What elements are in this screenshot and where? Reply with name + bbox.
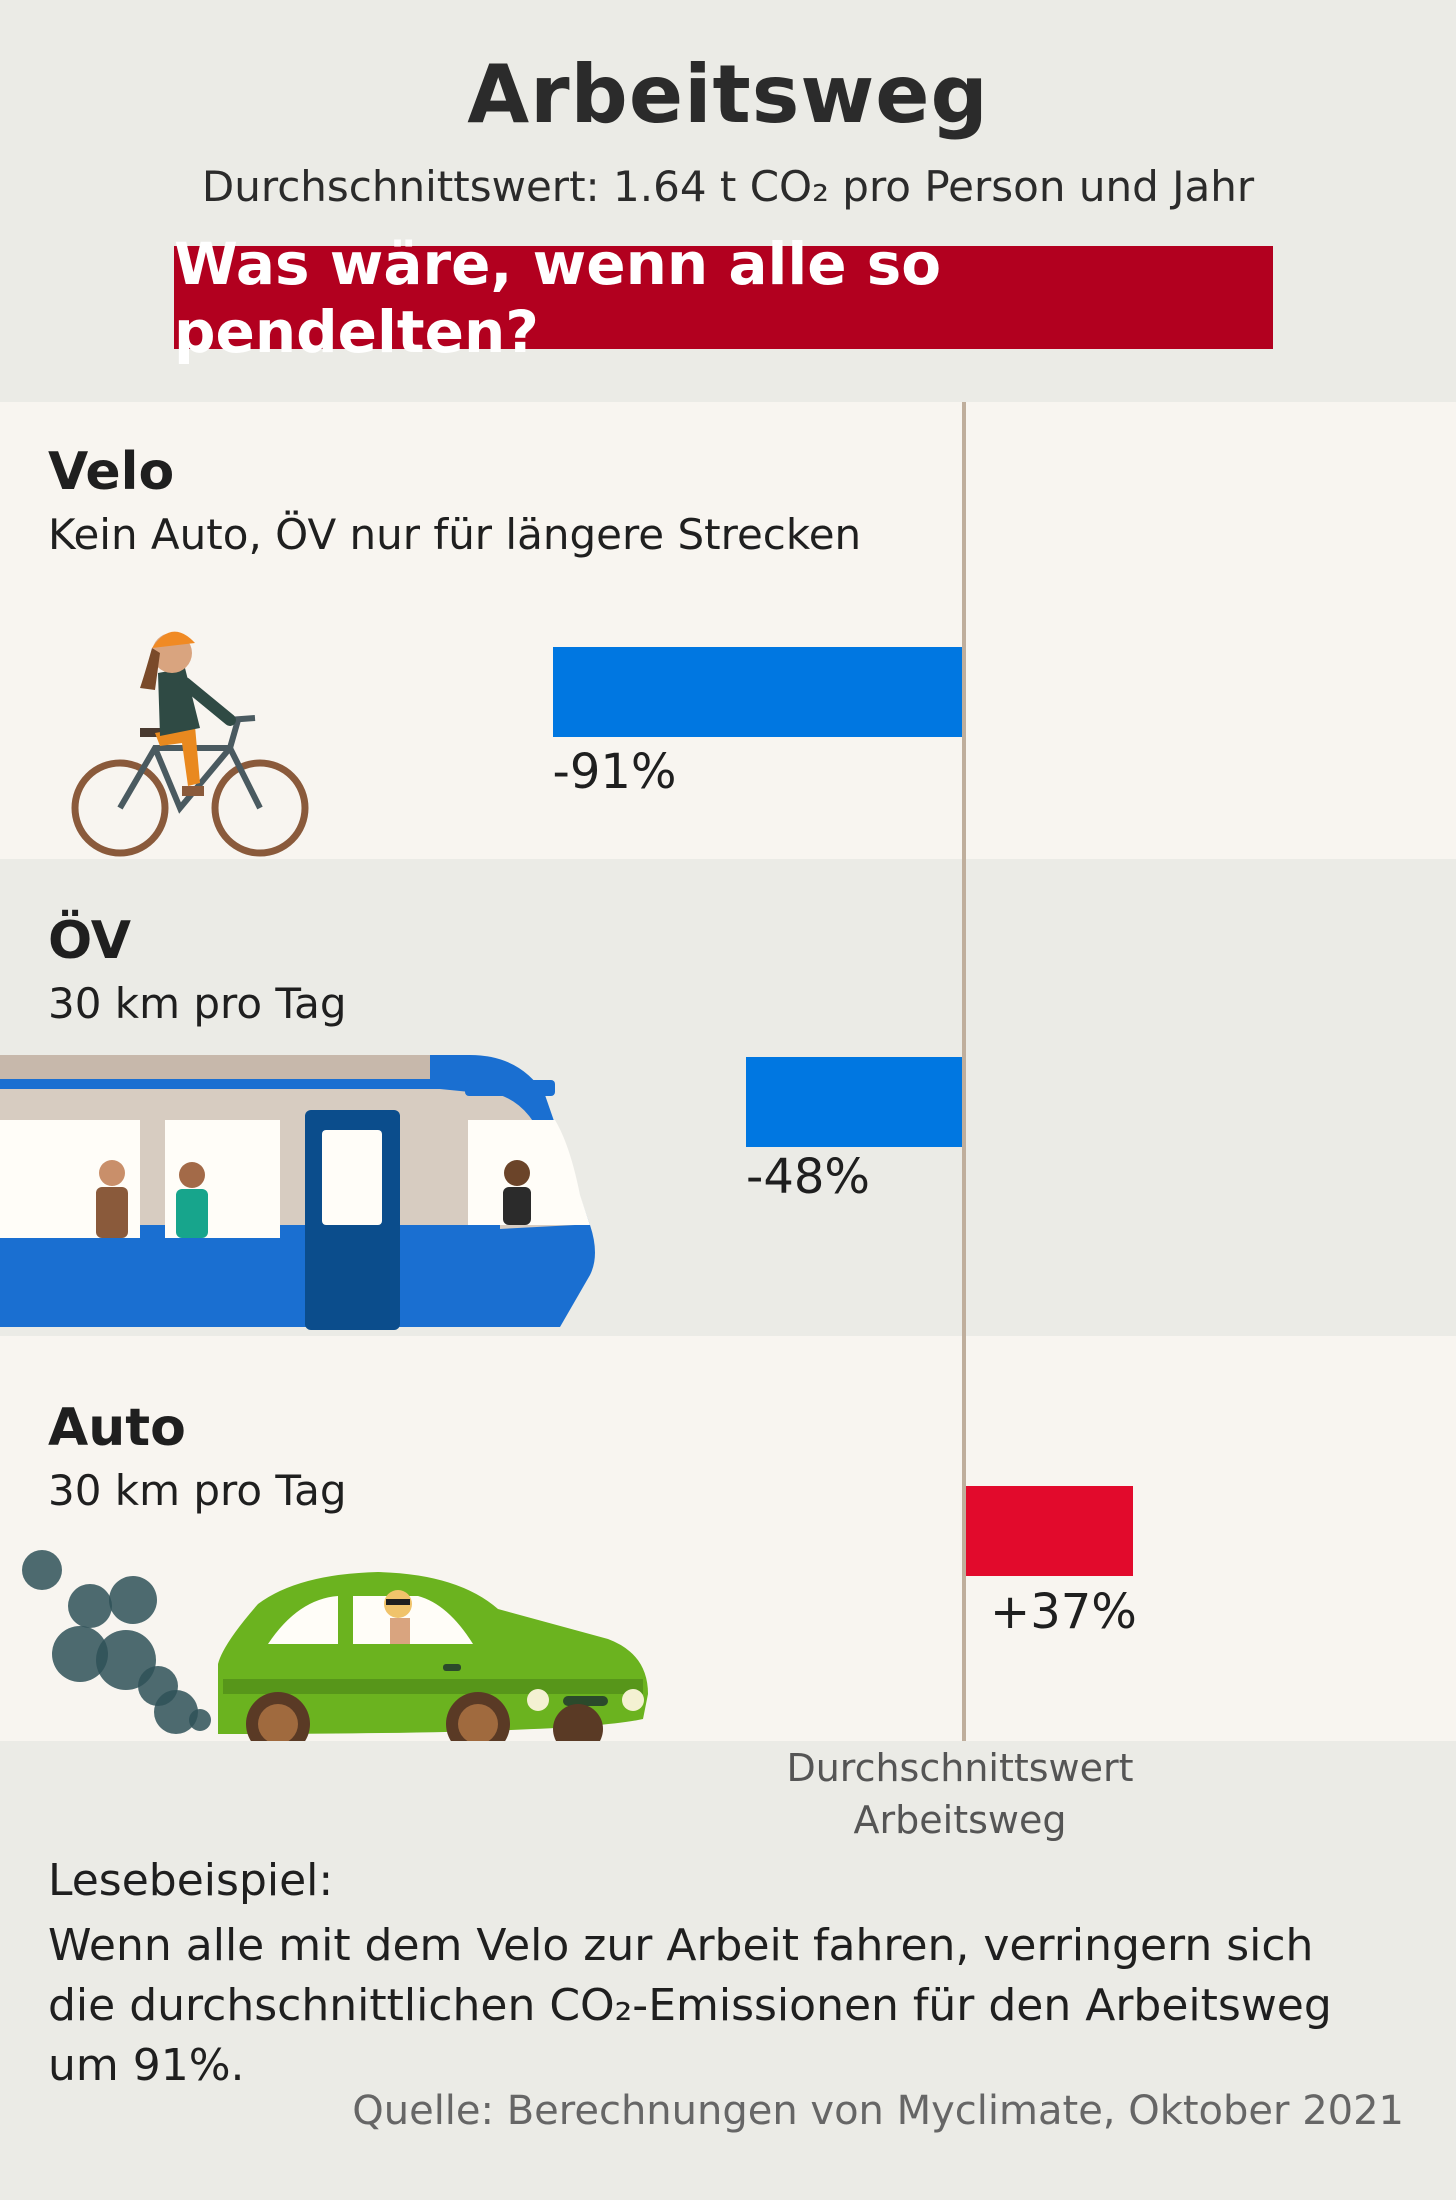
page-subtitle: Durchschnittswert: 1.64 t CO₂ pro Person… [201,162,1255,211]
baseline-label-line1: Durchschnittswert [786,1746,1134,1790]
row-ov: ÖV 30 km pro Tag -48% [0,859,1456,1336]
category-desc-ov: 30 km pro Tag [48,979,347,1028]
header: Arbeitsweg Durchschnittswert: 1.64 t CO₂… [0,0,1456,402]
exhaust-smoke [22,1550,211,1734]
reading-example-title: Lesebeispiel: [48,1855,334,1906]
cyclist-icon [71,631,309,857]
reading-example-text: Wenn alle mit dem Velo zur Arbeit fahren… [48,1920,1332,2091]
row-auto: Auto 30 km pro Tag +3 [0,1336,1456,1741]
question-banner: Was wäre, wenn alle so pendelten? [174,230,1273,366]
car-wheels [246,1692,603,1741]
bar-value-ov: -48% [746,1149,871,1205]
train-icon [0,1055,595,1330]
category-desc-velo: Kein Auto, ÖV nur für längere Strecken [48,510,862,559]
source-note: Quelle: Berechnungen von Myclimate, Okto… [352,2088,1404,2134]
page-title: Arbeitsweg [467,48,989,141]
category-label-velo: Velo [48,442,175,502]
category-desc-auto: 30 km pro Tag [48,1466,347,1515]
bar-value-auto: +37% [990,1584,1137,1640]
bar-auto [966,1486,1133,1576]
bar-value-velo: -91% [552,744,677,800]
row-velo: Velo Kein Auto, ÖV nur für längere Strec… [0,402,1456,859]
baseline-label: Durchschnittswert Arbeitsweg [760,1742,1160,1846]
car-icon [22,1550,648,1741]
bar-velo [552,647,962,737]
baseline-line [962,402,966,1741]
baseline-label-line2: Arbeitsweg [853,1798,1067,1842]
bar-ov [746,1057,962,1147]
category-label-ov: ÖV [48,911,132,971]
category-label-auto: Auto [48,1398,186,1458]
